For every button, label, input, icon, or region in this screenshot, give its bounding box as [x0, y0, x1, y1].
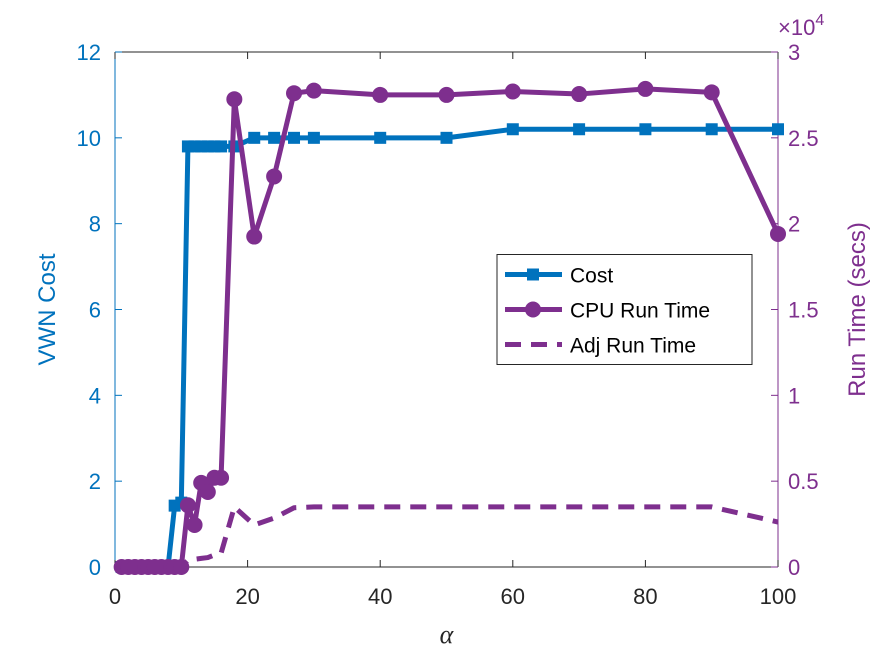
data-point [248, 131, 261, 144]
data-point [770, 225, 786, 242]
data-point [288, 131, 301, 144]
y2-tick-label: 3 [788, 40, 800, 65]
y-tick-label: 6 [89, 298, 101, 323]
y2-tick-label: 1 [788, 383, 800, 408]
data-point [637, 80, 654, 97]
y2-multiplier: ×104 [778, 12, 824, 40]
data-point [571, 86, 588, 103]
legend-label: Cost [570, 265, 613, 288]
y2-multiplier-exponent: 4 [815, 12, 824, 29]
series-line [121, 504, 779, 570]
data-point [186, 516, 203, 533]
data-point [440, 131, 453, 144]
legend-label: CPU Run Time [570, 300, 710, 323]
y2-tick-label: 0 [788, 555, 800, 580]
data-point [504, 83, 521, 100]
data-point [199, 483, 216, 500]
data-point [246, 228, 263, 245]
x-tick-label: 100 [760, 584, 797, 609]
data-point [215, 140, 228, 153]
data-point [268, 131, 281, 144]
y2-multiplier-base: ×10 [778, 15, 815, 40]
data-point [573, 123, 586, 136]
y-tick-label: 10 [77, 126, 101, 151]
y-tick-label: 2 [89, 469, 101, 494]
legend-marker [525, 301, 541, 318]
y-tick-label: 4 [89, 383, 101, 408]
y-axis-label: VWN Cost [34, 253, 61, 365]
data-point [372, 86, 389, 103]
y2-tick-label: 2.5 [788, 126, 819, 151]
x-tick-label: 80 [633, 584, 657, 609]
data-point [772, 123, 784, 136]
data-point [213, 469, 230, 486]
y-tick-label: 8 [89, 212, 101, 237]
data-point [179, 497, 196, 514]
x-tick-label: 40 [368, 584, 392, 609]
data-point [639, 123, 652, 136]
x-tick-label: 0 [109, 584, 121, 609]
x-axis-label: α [440, 620, 455, 649]
y2-tick-label: 0.5 [788, 469, 819, 494]
data-point [226, 91, 243, 108]
data-point [438, 86, 455, 103]
data-point [305, 82, 322, 99]
data-point [266, 168, 283, 185]
data-point [703, 84, 720, 101]
y-tick-label: 0 [89, 555, 101, 580]
x-tick-label: 20 [235, 584, 259, 609]
legend-marker [527, 268, 539, 281]
x-tick-label: 60 [501, 584, 525, 609]
y2-tick-label: 2 [788, 212, 800, 237]
data-point [307, 131, 320, 144]
y2-axis-label: Run Time (secs) [844, 222, 871, 397]
data-point [506, 123, 519, 136]
y-tick-label: 12 [77, 40, 101, 65]
y2-tick-label: 1.5 [788, 298, 819, 323]
data-point [705, 123, 718, 136]
data-point [286, 85, 303, 102]
legend-label: Adj Run Time [570, 335, 696, 358]
data-point [374, 131, 387, 144]
